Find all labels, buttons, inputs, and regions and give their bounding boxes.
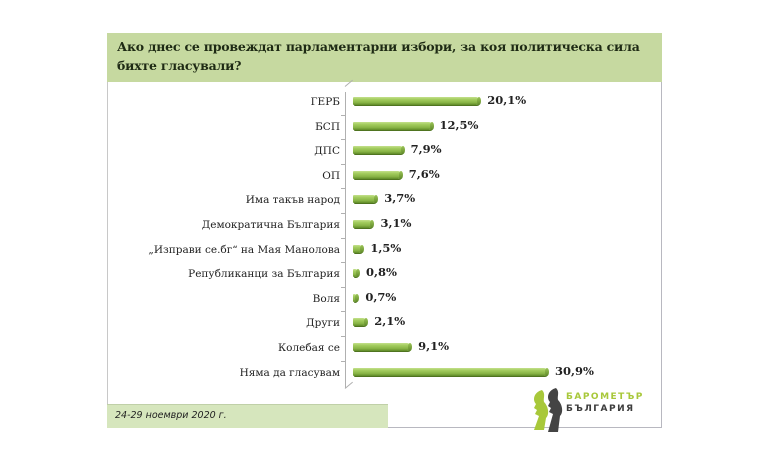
category-axis bbox=[345, 92, 346, 388]
frame-left-border bbox=[107, 82, 108, 404]
category-label: ГЕРБ bbox=[310, 96, 340, 108]
axis-tick bbox=[341, 360, 346, 362]
value-label: 3,1% bbox=[380, 216, 412, 230]
bar-row: ДПС 7,9% bbox=[0, 142, 770, 163]
axis-tick bbox=[341, 262, 346, 264]
value-label: 3,7% bbox=[384, 191, 416, 206]
axis-tick bbox=[341, 311, 346, 313]
logo-line2: БЪЛГАРИЯ bbox=[566, 404, 635, 414]
value-label: 7,6% bbox=[408, 166, 440, 181]
bar bbox=[353, 318, 369, 327]
bar-row: Воля 0,7% bbox=[0, 289, 770, 311]
value-label: 7,9% bbox=[410, 142, 442, 157]
bar bbox=[353, 293, 361, 302]
value-label: 1,5% bbox=[370, 240, 402, 255]
chart-title: Ако днес се провеждат парламентарни избо… bbox=[117, 39, 640, 73]
value-label: 30,9% bbox=[555, 363, 594, 378]
bar bbox=[353, 121, 433, 130]
category-label: „Изправи се.бг“ на Мая Манолова bbox=[148, 243, 340, 256]
axis-tick bbox=[341, 237, 346, 239]
bar bbox=[353, 170, 403, 179]
bar bbox=[353, 343, 413, 351]
bar-row: ГЕРБ 20,1% bbox=[0, 93, 770, 114]
bar bbox=[353, 146, 405, 155]
bar-row: ОП 7,6% bbox=[0, 166, 770, 188]
survey-date: 24-29 ноември 2020 г. bbox=[115, 410, 227, 421]
value-label: 20,1% bbox=[487, 93, 527, 107]
barometer-bulgaria-logo: БАРОМЕТЪР БЪЛГАРИЯ bbox=[528, 388, 688, 432]
bar bbox=[353, 195, 379, 204]
bar-row: Републиканци за България 0,8% bbox=[0, 265, 770, 286]
category-label: Има такъв народ bbox=[245, 194, 340, 207]
bar-row: Колебая се 9,1% bbox=[0, 339, 770, 360]
bar-row: БСП 12,5% bbox=[0, 117, 770, 139]
category-label: Колебая се bbox=[278, 342, 340, 354]
category-label: Демократична България bbox=[201, 219, 340, 231]
bar-row: Демократична България 3,1% bbox=[0, 216, 770, 237]
category-label: БСП bbox=[315, 120, 340, 133]
axis-tick bbox=[341, 213, 346, 214]
category-label: ДПС bbox=[314, 145, 340, 158]
value-label: 2,1% bbox=[374, 314, 406, 329]
bar bbox=[353, 97, 482, 105]
value-label: 9,1% bbox=[418, 339, 450, 353]
category-label: Няма да гласувам bbox=[239, 366, 340, 379]
axis-tick bbox=[341, 163, 346, 165]
bar bbox=[353, 244, 365, 253]
heads-logo-icon bbox=[534, 388, 563, 432]
bar-row: „Изправи се.бг“ на Мая Манолова 1,5% bbox=[0, 240, 770, 262]
axis-tick bbox=[341, 114, 346, 116]
axis-tick bbox=[341, 336, 346, 337]
axis-tick bbox=[341, 188, 346, 190]
category-label: Воля bbox=[312, 292, 340, 305]
value-label: 0,8% bbox=[366, 265, 397, 280]
value-label: 12,5% bbox=[439, 117, 479, 132]
bar bbox=[353, 269, 361, 278]
bar-row: Има такъв народ 3,7% bbox=[0, 191, 770, 212]
bar bbox=[353, 367, 550, 376]
category-label: Други bbox=[306, 317, 340, 330]
category-label: ОП bbox=[322, 169, 340, 182]
bar bbox=[353, 220, 375, 228]
axis-tick bbox=[341, 286, 346, 288]
axis-tick bbox=[341, 139, 346, 141]
survey-date-box: 24-29 ноември 2020 г. bbox=[107, 404, 388, 428]
category-label: Републиканци за България bbox=[188, 268, 340, 281]
logo-line1: БАРОМЕТЪР bbox=[566, 392, 644, 402]
bar-row: Няма да гласувам 30,9% bbox=[0, 363, 770, 385]
value-label: 0,7% bbox=[365, 289, 397, 304]
chart-header: Ако днес се провеждат парламентарни избо… bbox=[107, 33, 662, 82]
bar-row: Други 2,1% bbox=[0, 314, 770, 335]
